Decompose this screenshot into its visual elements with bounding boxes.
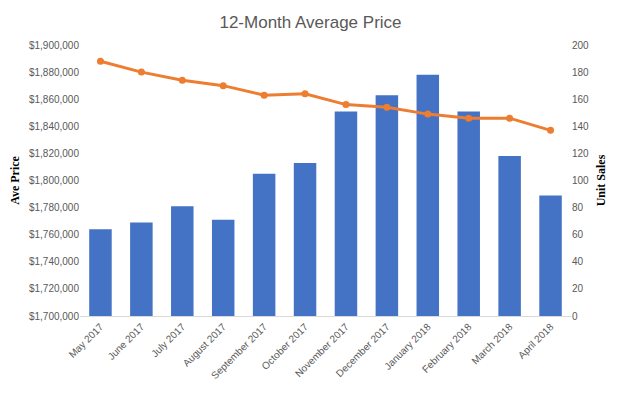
svg-text:May 2017: May 2017	[67, 321, 106, 360]
svg-text:100: 100	[572, 175, 589, 186]
svg-text:Ave Price: Ave Price	[8, 155, 22, 204]
svg-text:June 2017: June 2017	[106, 321, 147, 362]
svg-text:$1,880,000: $1,880,000	[29, 67, 79, 78]
svg-text:October 2017: October 2017	[259, 321, 310, 372]
svg-text:180: 180	[572, 67, 589, 78]
svg-text:February 2018: February 2018	[420, 321, 474, 375]
svg-text:$1,820,000: $1,820,000	[29, 148, 79, 159]
svg-text:80: 80	[572, 202, 584, 213]
svg-text:July 2017: July 2017	[149, 321, 187, 359]
svg-text:April 2018: April 2018	[516, 321, 556, 361]
svg-text:$1,720,000: $1,720,000	[29, 283, 79, 294]
svg-text:200: 200	[572, 40, 589, 51]
svg-text:120: 120	[572, 148, 589, 159]
svg-text:$1,760,000: $1,760,000	[29, 229, 79, 240]
svg-text:60: 60	[572, 229, 584, 240]
svg-text:$1,700,000: $1,700,000	[29, 311, 79, 322]
svg-text:$1,860,000: $1,860,000	[29, 94, 79, 105]
svg-text:20: 20	[572, 283, 584, 294]
svg-text:0: 0	[572, 311, 578, 322]
svg-text:December 2017: December 2017	[334, 321, 392, 379]
svg-text:Unit Sales: Unit Sales	[594, 154, 608, 206]
svg-text:$1,740,000: $1,740,000	[29, 256, 79, 267]
svg-text:September 2017: September 2017	[209, 321, 269, 381]
svg-text:$1,900,000: $1,900,000	[29, 40, 79, 51]
svg-text:140: 140	[572, 121, 589, 132]
svg-text:$1,800,000: $1,800,000	[29, 175, 79, 186]
svg-text:12-Month Average Price: 12-Month Average Price	[219, 13, 401, 32]
svg-text:March 2018: March 2018	[469, 321, 514, 366]
svg-text:August 2017: August 2017	[181, 321, 229, 369]
svg-text:November 2017: November 2017	[293, 321, 351, 379]
svg-text:January 2018: January 2018	[382, 321, 433, 372]
svg-text:160: 160	[572, 94, 589, 105]
svg-text:40: 40	[572, 256, 584, 267]
svg-text:$1,840,000: $1,840,000	[29, 121, 79, 132]
svg-text:$1,780,000: $1,780,000	[29, 202, 79, 213]
